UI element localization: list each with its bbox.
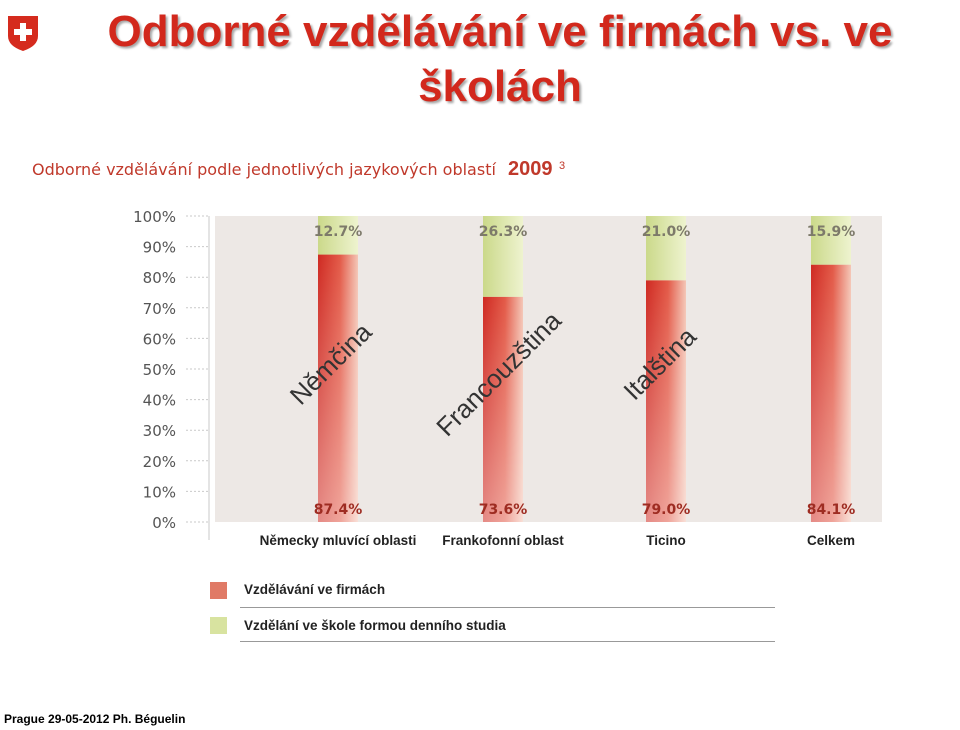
data-label-company: 73.6% — [479, 502, 528, 518]
stacked-bar-chart: 100% 90% 80% 70% 60% 50% 40% 30% 20% 10% 0% 12.7% 87… — [133, 208, 882, 548]
y-tick-label: 30% — [143, 422, 176, 440]
y-tick-label: 60% — [143, 330, 176, 348]
bar-school — [483, 216, 523, 297]
data-label-company: 79.0% — [642, 502, 691, 518]
y-tick-label: 90% — [143, 239, 176, 257]
bar-school — [646, 216, 686, 281]
data-label-school: 15.9% — [807, 224, 856, 240]
bar-school — [318, 216, 358, 255]
data-label-company: 87.4% — [314, 502, 363, 518]
category-label: Německy mluvící oblasti — [260, 533, 417, 548]
y-tick-label: 40% — [143, 392, 176, 410]
bar-company-shine — [811, 264, 851, 522]
y-tick-label: 70% — [143, 300, 176, 318]
data-label-school: 21.0% — [642, 224, 691, 240]
category-label: Frankofonní oblast — [442, 533, 564, 548]
category-label: Ticino — [646, 533, 686, 548]
y-tick-label: 0% — [152, 514, 176, 532]
data-label-company: 84.1% — [807, 502, 856, 518]
legend-swatch-company — [210, 582, 227, 599]
bar-company-shine — [318, 254, 358, 522]
legend-label-company: Vzdělávání ve firmách — [244, 582, 386, 597]
y-tick-label: 100% — [133, 208, 176, 226]
data-label-school: 26.3% — [479, 224, 528, 240]
category-label: Celkem — [807, 533, 855, 548]
bar-school — [811, 216, 851, 265]
y-tick-label: 50% — [143, 361, 176, 379]
legend-divider — [240, 641, 775, 642]
legend-label-school: Vzdělání ve škole formou denního studia — [244, 618, 506, 633]
bar-company-shine — [483, 296, 523, 522]
bar-company-shine — [646, 280, 686, 522]
y-tick-label: 80% — [143, 269, 176, 287]
legend-divider — [240, 607, 775, 608]
footnote-mark: 3 — [559, 160, 566, 172]
swiss-cross-logo-icon — [8, 16, 38, 51]
footer-text: Prague 29-05-2012 Ph. Béguelin — [4, 712, 186, 726]
legend-swatch-school — [210, 617, 227, 634]
chart-subtitle: Odborné vzdělávání podle jednotlivých ja… — [32, 160, 496, 179]
data-label-school: 12.7% — [314, 224, 363, 240]
y-tick-label: 10% — [143, 483, 176, 501]
y-tick-label: 20% — [143, 453, 176, 471]
chart-year: 2009 — [508, 158, 553, 180]
page-title: Odborné vzdělávání ve firmách vs. ve ško… — [107, 7, 893, 111]
